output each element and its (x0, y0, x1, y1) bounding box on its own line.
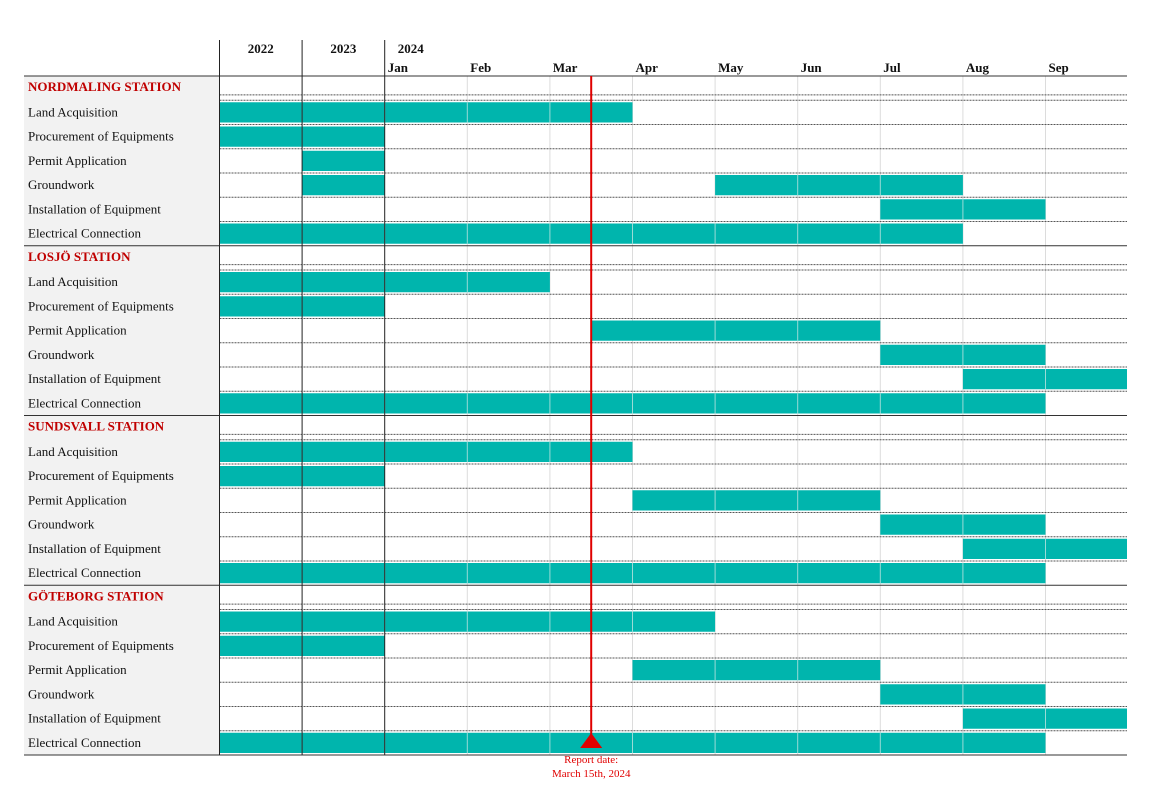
task-label: Installation of Equipment (28, 371, 161, 386)
month-label: Jun (801, 60, 823, 75)
task-label: Procurement of Equipments (28, 638, 174, 653)
report-date-label: Report date: (564, 754, 618, 766)
task-label: Groundwork (28, 347, 95, 362)
task-label: Land Acquisition (28, 614, 118, 629)
year-label: 2023 (330, 41, 357, 56)
year-label: 2024 (398, 41, 425, 56)
month-label: Apr (636, 60, 659, 75)
task-label: Permit Application (28, 662, 127, 677)
report-date-value: March 15th, 2024 (552, 768, 631, 780)
task-label: Installation of Equipment (28, 541, 161, 556)
section-label: LOSJÖ STATION (28, 249, 131, 264)
task-bar (715, 175, 963, 196)
task-label: Permit Application (28, 492, 127, 507)
task-label: Land Acquisition (28, 274, 118, 289)
task-label: Groundwork (28, 686, 95, 701)
task-bar (962, 538, 1127, 559)
task-bar (632, 490, 881, 511)
month-label: Feb (470, 60, 491, 75)
month-label: Aug (966, 60, 990, 75)
task-label: Electrical Connection (28, 226, 141, 241)
task-bar (219, 102, 633, 123)
task-bar (962, 369, 1127, 390)
year-label: 2022 (248, 41, 274, 56)
task-label: Land Acquisition (28, 104, 118, 119)
month-label: May (718, 60, 744, 75)
task-label: Permit Application (28, 153, 127, 168)
task-bar (632, 660, 881, 681)
task-label: Procurement of Equipments (28, 129, 174, 144)
task-label: Procurement of Equipments (28, 298, 174, 313)
section-label: SUNDSVALL STATION (28, 419, 165, 434)
section-label: GÖTEBORG STATION (28, 588, 164, 603)
task-label: Groundwork (28, 177, 95, 192)
task-label: Land Acquisition (28, 444, 118, 459)
report-date-marker (580, 733, 603, 748)
task-bar (302, 175, 385, 196)
task-label: Electrical Connection (28, 395, 141, 410)
task-bar (962, 708, 1127, 729)
month-label: Jan (388, 60, 409, 75)
task-bar (591, 320, 881, 341)
section-label: NORDMALING STATION (28, 79, 182, 94)
task-label: Installation of Equipment (28, 201, 161, 216)
task-bar (219, 441, 633, 462)
task-label: Installation of Equipment (28, 711, 161, 726)
task-label: Groundwork (28, 517, 95, 532)
task-bar (302, 150, 385, 171)
month-label: Jul (883, 60, 901, 75)
task-label: Procurement of Equipments (28, 468, 174, 483)
month-label: Sep (1049, 60, 1069, 75)
task-label: Electrical Connection (28, 735, 141, 750)
month-label: Mar (553, 60, 578, 75)
task-label: Electrical Connection (28, 565, 141, 580)
task-label: Permit Application (28, 323, 127, 338)
